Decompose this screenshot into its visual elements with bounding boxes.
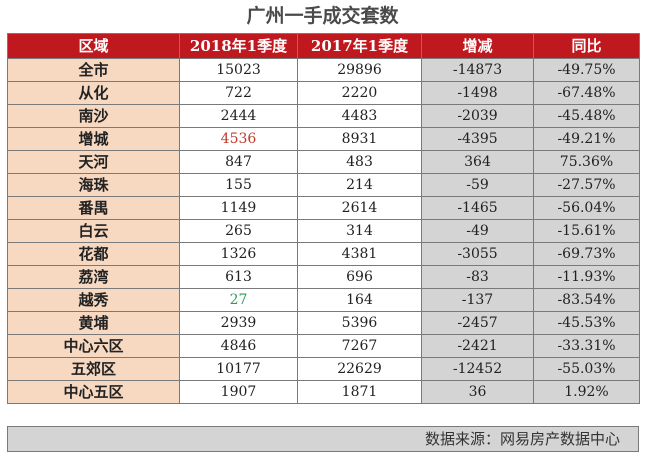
diff-cell: -2039 — [421, 104, 534, 128]
q2018-cell: 1326 — [179, 242, 298, 266]
diff-cell: -1465 — [421, 196, 534, 220]
diff-cell: -14873 — [421, 58, 534, 82]
table-row: 白云 265 314 -49 -15.61% — [7, 219, 640, 243]
pct-cell: -49.21% — [533, 127, 640, 151]
q2017-cell: 22629 — [297, 357, 422, 381]
q2017-cell: 8931 — [297, 127, 422, 151]
header-region: 区域 — [7, 33, 180, 59]
diff-cell: -137 — [421, 288, 534, 312]
q2018-cell: 155 — [179, 173, 298, 197]
pct-cell: -83.54% — [533, 288, 640, 312]
pct-cell: -11.93% — [533, 265, 640, 289]
q2018-cell: 722 — [179, 81, 298, 105]
q2017-cell: 214 — [297, 173, 422, 197]
q2017-cell: 2220 — [297, 81, 422, 105]
region-cell: 天河 — [7, 150, 180, 174]
pct-cell: 1.92% — [533, 380, 640, 404]
diff-cell: 364 — [421, 150, 534, 174]
pct-cell: -49.75% — [533, 58, 640, 82]
q2018-cell: 27 — [179, 288, 298, 312]
region-cell: 中心六区 — [7, 334, 180, 358]
header-q2018: 2018年1季度 — [179, 33, 298, 59]
source-note: 数据来源：网易房产数据中心 — [7, 426, 639, 452]
q2018-cell: 265 — [179, 219, 298, 243]
pct-cell: -15.61% — [533, 219, 640, 243]
region-cell: 南沙 — [7, 104, 180, 128]
q2018-cell: 1907 — [179, 380, 298, 404]
table-row: 海珠 155 214 -59 -27.57% — [7, 173, 640, 197]
table-row: 中心五区 1907 1871 36 1.92% — [7, 380, 640, 404]
q2018-cell: 613 — [179, 265, 298, 289]
q2018-cell: 4846 — [179, 334, 298, 358]
pct-cell: -55.03% — [533, 357, 640, 381]
table-row: 全市 15023 29896 -14873 -49.75% — [7, 58, 640, 82]
region-cell: 黄埔 — [7, 311, 180, 335]
diff-cell: -12452 — [421, 357, 534, 381]
diff-cell: 36 — [421, 380, 534, 404]
q2017-cell: 7267 — [297, 334, 422, 358]
header-diff: 增减 — [421, 33, 534, 59]
q2018-cell: 847 — [179, 150, 298, 174]
diff-cell: -2421 — [421, 334, 534, 358]
pct-cell: -67.48% — [533, 81, 640, 105]
region-cell: 五郊区 — [7, 357, 180, 381]
q2017-cell: 29896 — [297, 58, 422, 82]
header-pct: 同比 — [533, 33, 640, 59]
pct-cell: 75.36% — [533, 150, 640, 174]
q2017-cell: 696 — [297, 265, 422, 289]
q2017-cell: 314 — [297, 219, 422, 243]
diff-cell: -1498 — [421, 81, 534, 105]
q2017-cell: 164 — [297, 288, 422, 312]
q2018-cell: 4536 — [179, 127, 298, 151]
q2017-cell: 1871 — [297, 380, 422, 404]
table-row: 黄埔 2939 5396 -2457 -45.53% — [7, 311, 640, 335]
table-row: 番禺 1149 2614 -1465 -56.04% — [7, 196, 640, 220]
pct-cell: -45.48% — [533, 104, 640, 128]
table-header-row: 区域 2018年1季度 2017年1季度 增减 同比 — [7, 33, 640, 59]
table-row: 天河 847 483 364 75.36% — [7, 150, 640, 174]
diff-cell: -4395 — [421, 127, 534, 151]
region-cell: 增城 — [7, 127, 180, 151]
q2017-cell: 483 — [297, 150, 422, 174]
region-cell: 白云 — [7, 219, 180, 243]
table-row: 中心六区 4846 7267 -2421 -33.31% — [7, 334, 640, 358]
pct-cell: -69.73% — [533, 242, 640, 266]
region-cell: 从化 — [7, 81, 180, 105]
table-row: 荔湾 613 696 -83 -11.93% — [7, 265, 640, 289]
q2017-cell: 4381 — [297, 242, 422, 266]
diff-cell: -3055 — [421, 242, 534, 266]
q2018-cell: 10177 — [179, 357, 298, 381]
region-cell: 全市 — [7, 58, 180, 82]
diff-cell: -59 — [421, 173, 534, 197]
q2018-cell: 2939 — [179, 311, 298, 335]
q2018-cell: 1149 — [179, 196, 298, 220]
pct-cell: -27.57% — [533, 173, 640, 197]
header-q2017: 2017年1季度 — [297, 33, 422, 59]
q2017-cell: 5396 — [297, 311, 422, 335]
table-row: 增城 4536 8931 -4395 -49.21% — [7, 127, 640, 151]
region-cell: 越秀 — [7, 288, 180, 312]
q2018-cell: 2444 — [179, 104, 298, 128]
diff-cell: -83 — [421, 265, 534, 289]
table-row: 越秀 27 164 -137 -83.54% — [7, 288, 640, 312]
pct-cell: -33.31% — [533, 334, 640, 358]
transactions-table: 区域 2018年1季度 2017年1季度 增减 同比 全市 15023 29896-… — [7, 33, 640, 404]
region-cell: 中心五区 — [7, 380, 180, 404]
diff-cell: -2457 — [421, 311, 534, 335]
table-row: 从化 722 2220 -1498 -67.48% — [7, 81, 640, 105]
q2017-cell: 4483 — [297, 104, 422, 128]
region-cell: 花都 — [7, 242, 180, 266]
region-cell: 荔湾 — [7, 265, 180, 289]
region-cell: 海珠 — [7, 173, 180, 197]
q2018-cell: 15023 — [179, 58, 298, 82]
region-cell: 番禺 — [7, 196, 180, 220]
diff-cell: -49 — [421, 219, 534, 243]
pct-cell: -56.04% — [533, 196, 640, 220]
q2017-cell: 2614 — [297, 196, 422, 220]
pct-cell: -45.53% — [533, 311, 640, 335]
table-row: 花都 1326 4381 -3055 -69.73% — [7, 242, 640, 266]
table-row: 南沙 2444 4483 -2039 -45.48% — [7, 104, 640, 128]
table-title: 广州一手成交套数 — [246, 5, 399, 27]
table-row: 五郊区 10177 22629 -12452 -55.03% — [7, 357, 640, 381]
